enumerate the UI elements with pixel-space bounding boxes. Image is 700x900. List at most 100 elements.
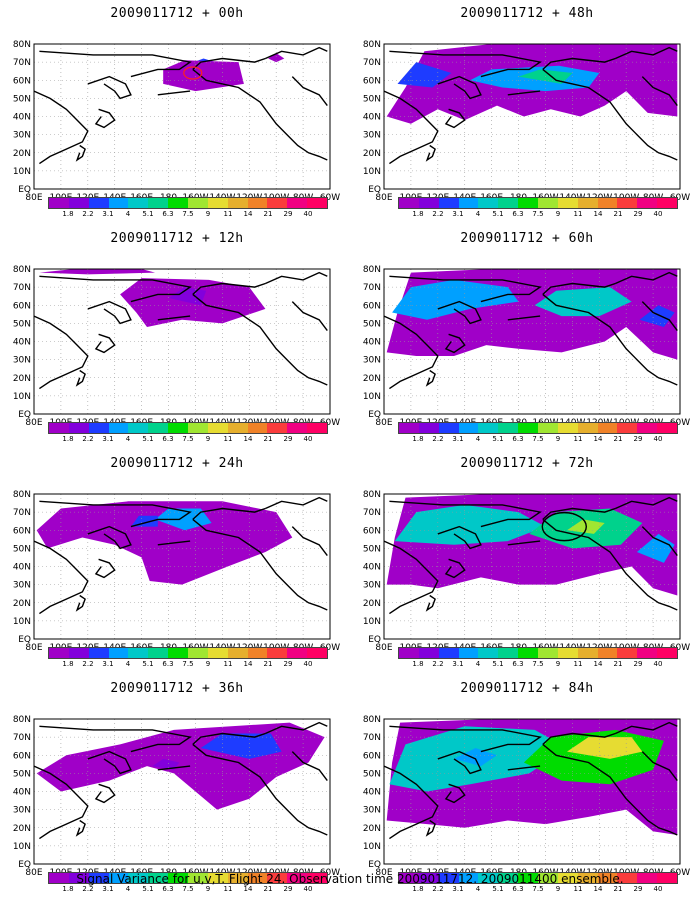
lat-tick-label: 50N xyxy=(363,319,381,329)
variance-map: 80N70N60N50N40N30N20N10NEQ80E100E120E140… xyxy=(13,265,340,428)
coastline xyxy=(542,732,616,745)
lat-tick-label: 40N xyxy=(363,113,381,123)
colorbar-swatch xyxy=(227,648,248,658)
lat-tick-label: 30N xyxy=(363,131,381,141)
colorbar-label: 40 xyxy=(303,660,313,668)
colorbar-label: 5.1 xyxy=(492,885,504,893)
coastline xyxy=(542,282,616,295)
colorbar-swatch xyxy=(108,198,129,208)
colorbar-label: 29 xyxy=(633,885,643,893)
colorbar-swatch xyxy=(247,873,268,883)
coastline xyxy=(34,90,89,165)
colorbar-label: 7.5 xyxy=(182,435,194,443)
variance-contour xyxy=(567,737,643,759)
colorbar-swatch xyxy=(458,198,479,208)
colorbar-swatch xyxy=(108,423,129,433)
colorbar-swatch xyxy=(617,423,638,433)
lat-tick-label: 10N xyxy=(363,842,381,852)
colorbar-label: 6.3 xyxy=(162,660,174,668)
colorbar-label: 11 xyxy=(573,660,583,668)
colorbar-label: 4 xyxy=(475,210,481,218)
colorbar-label: 40 xyxy=(303,885,313,893)
colorbar-swatch xyxy=(498,873,519,883)
lat-tick-label: EQ xyxy=(18,860,31,870)
coastline xyxy=(389,50,542,78)
lon-tick-label: 60W xyxy=(320,418,340,428)
coastline xyxy=(75,144,86,162)
lat-tick-label: 80N xyxy=(363,715,381,725)
lat-tick-label: 30N xyxy=(13,581,31,591)
colorbar-label: 21 xyxy=(613,660,623,668)
colorbar: 1.8 2.2 3.1 4 5.1 6.3 7.5 9 11 14 21 29 40 xyxy=(48,872,328,893)
colorbar-label: 14 xyxy=(243,210,253,218)
map-panel-p72: 2009011712 + 72h 80N 70N 60N 50N 40N 30N 20N 10N… xyxy=(362,452,692,668)
variance-map: 80N70N60N50N40N30N20N10NEQ80E100E120E140… xyxy=(13,715,340,878)
colorbar-swatch xyxy=(128,648,149,658)
coastline xyxy=(39,725,192,753)
colorbar-label: 4 xyxy=(125,435,131,443)
colorbar-swatch xyxy=(438,198,459,208)
colorbar-label: 2.2 xyxy=(82,210,94,218)
lat-tick-label: 20N xyxy=(363,149,381,159)
colorbar-swatch xyxy=(128,198,149,208)
colorbar-label: 5.1 xyxy=(142,435,154,443)
lat-tick-label: 70N xyxy=(363,508,381,518)
colorbar-swatch xyxy=(399,423,419,433)
colorbar-swatch xyxy=(188,873,208,883)
colorbar-label: 5.1 xyxy=(142,210,154,218)
variance-contour xyxy=(636,533,675,563)
colorbar-swatch xyxy=(418,648,439,658)
colorbar-label: 3.1 xyxy=(452,210,464,218)
coastline xyxy=(192,507,266,520)
variance-contour xyxy=(39,269,156,275)
lat-tick-label: 10N xyxy=(13,167,31,177)
colorbar-label: 5.1 xyxy=(142,885,154,893)
coastline xyxy=(157,315,191,321)
colorbar-swatch xyxy=(657,423,678,433)
lat-tick-label: 60N xyxy=(363,751,381,761)
coastline xyxy=(157,540,191,546)
coastline xyxy=(384,540,439,615)
lon-tick-label: 60W xyxy=(670,193,690,203)
colorbar-swatch xyxy=(617,648,638,658)
lon-tick-label: 60W xyxy=(670,868,690,878)
lat-tick-label: 20N xyxy=(363,599,381,609)
colorbar-swatch xyxy=(597,198,618,208)
coastline xyxy=(641,301,678,332)
lat-tick-label: 80N xyxy=(363,265,381,275)
colorbar-swatch xyxy=(597,873,618,883)
colorbar-swatch xyxy=(597,648,618,658)
coastline xyxy=(39,275,192,303)
colorbar-swatch xyxy=(207,648,228,658)
coastline xyxy=(192,293,328,386)
colorbar-label: 2.2 xyxy=(82,435,94,443)
colorbar-label: 1.8 xyxy=(62,885,74,893)
panel-title: 2009011712 + 36h xyxy=(110,681,244,696)
variance-contour xyxy=(130,515,158,527)
colorbar-label: 6.3 xyxy=(162,210,174,218)
colorbar-label: 2.2 xyxy=(432,885,444,893)
map-panel-p60: 2009011712 + 60h 80N 70N 60N 50N 40N 30N 20N 10N… xyxy=(362,227,692,443)
colorbar-swatch xyxy=(418,423,439,433)
lat-tick-label: 30N xyxy=(13,356,31,366)
coastline xyxy=(425,144,436,162)
colorbar-label: 21 xyxy=(613,435,623,443)
colorbar-label: 3.1 xyxy=(102,210,114,218)
colorbar-label: 7.5 xyxy=(182,885,194,893)
colorbar-label: 2.2 xyxy=(432,660,444,668)
colorbar-swatch xyxy=(207,423,228,433)
colorbar-swatch xyxy=(227,873,248,883)
coastline xyxy=(507,540,541,546)
variance-contour xyxy=(155,508,212,531)
colorbar-swatch xyxy=(518,873,539,883)
colorbar-label: 9 xyxy=(555,210,561,218)
colorbar-swatch xyxy=(518,648,539,658)
colorbar-label: 1.8 xyxy=(412,210,424,218)
lat-tick-label: 70N xyxy=(13,58,31,68)
colorbar-label: 4 xyxy=(125,210,131,218)
lat-tick-label: 60N xyxy=(363,76,381,86)
colorbar-swatch xyxy=(128,873,149,883)
coastline xyxy=(641,76,678,107)
lon-tick-label: 80E xyxy=(375,193,392,203)
colorbar-swatch xyxy=(478,423,499,433)
